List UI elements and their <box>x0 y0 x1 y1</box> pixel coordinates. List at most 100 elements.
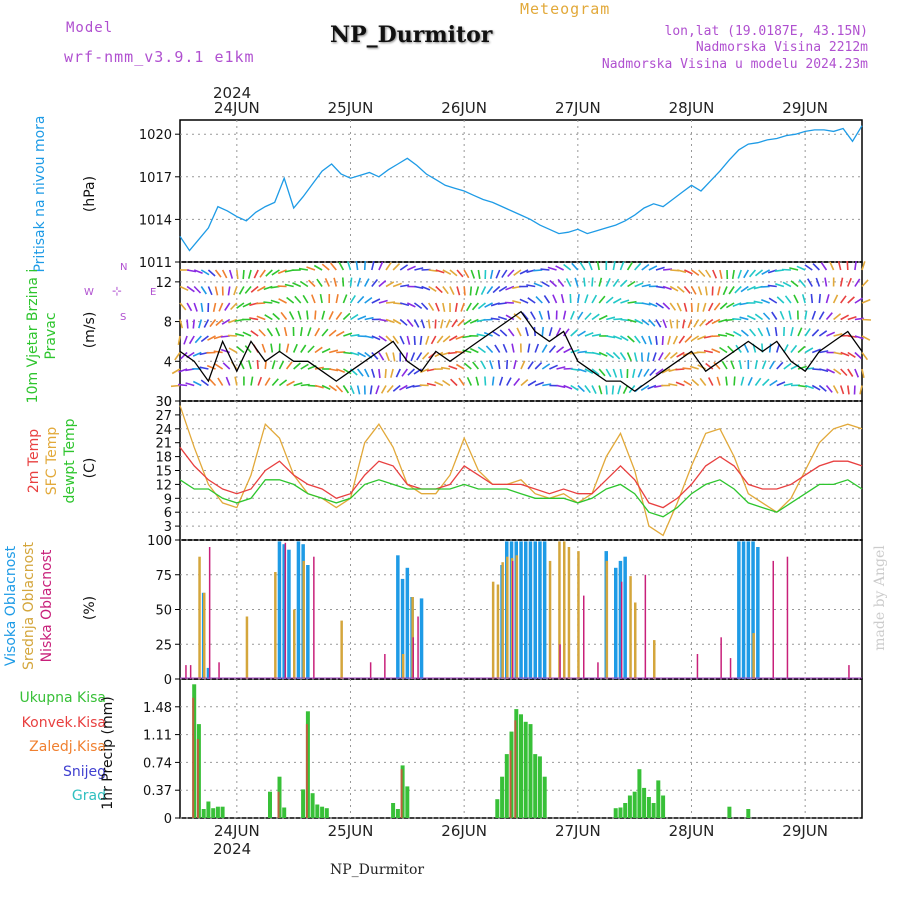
wind-barb <box>790 344 798 353</box>
wind-barb <box>328 311 334 320</box>
y-tick-label: 12 <box>155 276 172 291</box>
wind-barb <box>847 277 852 287</box>
wind-barb <box>278 298 287 304</box>
wind-barb <box>356 277 362 287</box>
wind-barb <box>451 319 458 328</box>
high-cloud-bar <box>528 541 533 679</box>
wind-barb <box>321 263 330 271</box>
total-precip-bar <box>315 804 320 818</box>
compass-s: S <box>120 312 127 323</box>
wind-barb <box>244 345 252 354</box>
wind-barb <box>788 310 792 320</box>
wind-barb <box>264 377 271 386</box>
low-cloud-bar <box>384 654 386 679</box>
wind-barb <box>801 294 806 304</box>
wind-barb <box>542 383 552 387</box>
wind-barb <box>789 267 799 271</box>
wind-barb <box>364 335 374 339</box>
mid-cloud-bar <box>605 560 609 679</box>
wind-barb <box>449 269 458 277</box>
high-cloud-bar <box>287 549 291 679</box>
wind-barb <box>371 335 381 341</box>
wind-barb <box>307 345 315 354</box>
wind-barb <box>178 368 188 373</box>
wind-barb <box>591 351 601 356</box>
wind-barb <box>480 360 487 370</box>
x-tick-bottom-label: 24JUN <box>214 822 260 840</box>
wind-barb <box>683 302 688 312</box>
wind-barb <box>410 352 416 362</box>
wind-barb <box>428 285 437 292</box>
y-tick-label: 1020 <box>139 128 172 143</box>
total-precip-bar <box>206 801 211 818</box>
wind-barb <box>329 262 337 271</box>
low-cloud-bar <box>729 658 732 679</box>
wind-barb <box>430 335 437 345</box>
wind-barb <box>632 368 636 378</box>
wind-barb <box>661 335 664 346</box>
wind-barb <box>350 313 359 321</box>
wind-barb <box>228 269 234 279</box>
x-tick-top-label: 26JUN <box>441 99 487 117</box>
total-precip-bar <box>637 769 642 818</box>
wind-barb <box>413 335 416 346</box>
wind-barb <box>627 318 637 323</box>
wind-barb <box>385 352 390 362</box>
wind-barb <box>732 318 742 321</box>
legend-total: Ukupna Kisa <box>19 690 106 706</box>
wind-barb <box>448 351 458 355</box>
wind-barb <box>655 302 664 309</box>
wind-barb <box>258 328 266 337</box>
wind-barb <box>811 310 817 320</box>
wind-barb <box>363 368 370 378</box>
wind-barb <box>371 298 381 304</box>
wind-barb <box>643 368 650 377</box>
total-precip-bar <box>627 795 632 818</box>
wind-barb <box>641 318 650 326</box>
wind-barb <box>378 335 387 342</box>
wind-barb <box>833 351 843 355</box>
low-cloud-bar <box>720 637 722 679</box>
wind-barb <box>691 378 700 387</box>
total-precip-bar <box>661 795 666 818</box>
wind-barb <box>400 284 410 288</box>
wind-barb <box>456 269 464 278</box>
wind-barb <box>647 384 657 390</box>
wind-barb <box>200 302 204 313</box>
y-tick-label: 15 <box>155 465 172 480</box>
total-precip-bar <box>211 808 216 818</box>
wind-barb <box>733 376 736 386</box>
wind-barb <box>292 343 298 353</box>
total-precip-bar <box>268 791 272 818</box>
page-title: NP_Durmitor <box>330 22 493 48</box>
wind-barb <box>837 261 842 271</box>
wind-barb <box>192 319 196 329</box>
wind-barb <box>198 319 203 329</box>
wind-barb <box>829 261 835 271</box>
wind-barb <box>463 362 472 370</box>
mid-cloud-bar <box>653 640 656 679</box>
wind-barb <box>797 365 807 370</box>
wind-barb <box>683 380 692 387</box>
wind-barb <box>783 382 793 387</box>
wind-barb <box>519 298 529 304</box>
wind-barb <box>227 334 237 337</box>
wind-barb <box>846 385 850 395</box>
wind-barb <box>499 329 508 337</box>
wind-barb <box>427 302 435 312</box>
wind-barb <box>385 281 395 288</box>
low-cloud-bar <box>772 560 774 679</box>
wind-barb <box>349 277 353 287</box>
wind-barb <box>338 261 345 271</box>
wind-barb <box>513 360 517 370</box>
y-tick-label: 0 <box>164 534 172 549</box>
wind-barb <box>637 368 643 378</box>
wind-barb <box>253 269 259 279</box>
wind-barb <box>812 263 820 271</box>
wind-barb <box>598 385 603 395</box>
wind-barb <box>732 302 742 307</box>
wind-barb <box>428 269 438 272</box>
wind-barb <box>427 319 431 329</box>
wind-barb <box>491 376 495 386</box>
wind-barb <box>570 329 578 337</box>
